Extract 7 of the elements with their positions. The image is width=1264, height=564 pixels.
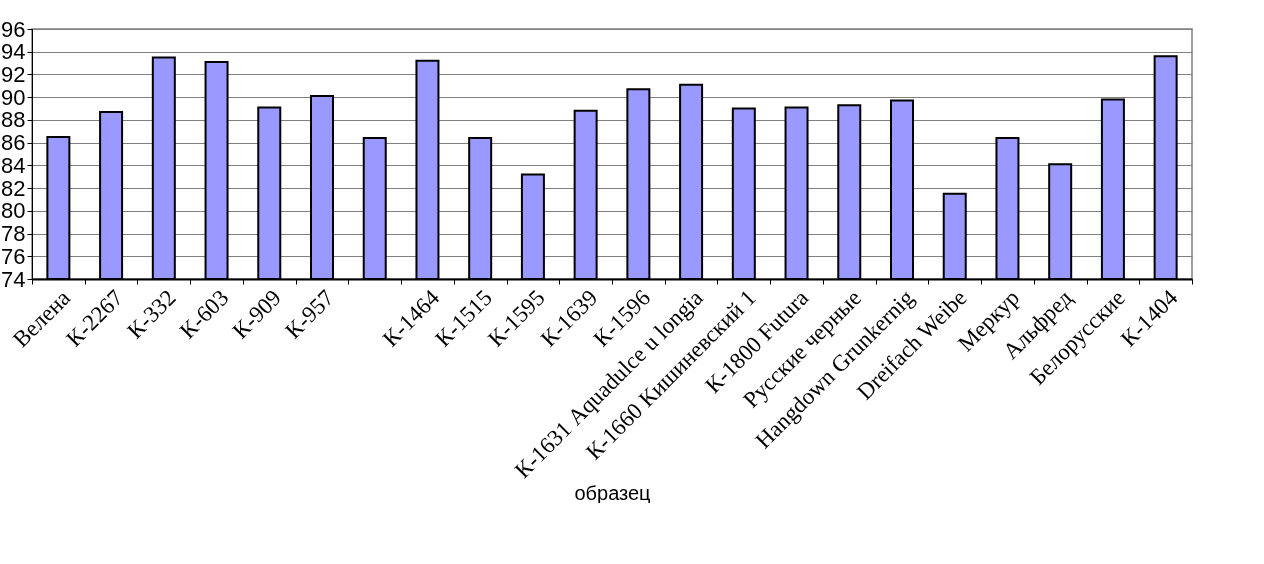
y-tick-label: 74 — [1, 266, 26, 292]
y-tick-label: 96 — [1, 16, 26, 42]
y-tick-label: 90 — [1, 84, 26, 110]
y-tick-label: 88 — [1, 107, 26, 133]
y-tick-label: 82 — [1, 175, 26, 201]
y-tick-label: 80 — [1, 198, 26, 224]
x-axis-title: образец — [574, 481, 651, 504]
